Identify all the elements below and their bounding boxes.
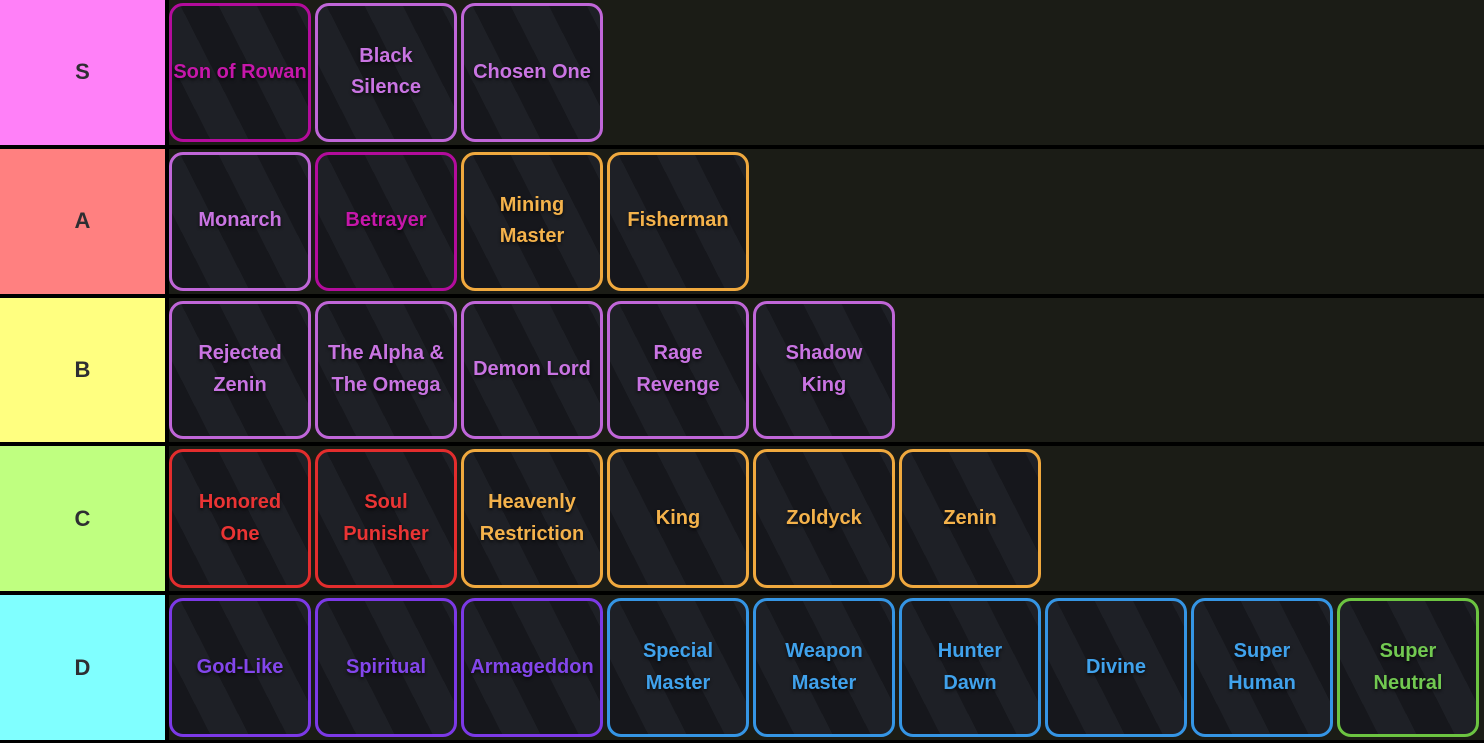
tier-label[interactable]: A <box>0 148 165 294</box>
tier-row-items: Rejected Zenin The Alpha & The Omega Demon… <box>169 297 1484 443</box>
tier-item-monarch[interactable]: Monarch <box>169 151 311 291</box>
tier-item-label: Zoldyck <box>786 506 862 529</box>
tier-label-text: B <box>74 356 91 382</box>
tier-item-label: Weapon Master <box>785 639 863 694</box>
tier-label[interactable]: S <box>0 0 165 145</box>
tier-item-shadow-king[interactable]: Shadow King <box>753 300 895 440</box>
tier-item-label: Honored One <box>198 491 282 545</box>
tier-item-label: God-Like <box>196 655 284 678</box>
tier-row-items: Son of Rowan Black Silence Chosen One <box>169 0 1484 145</box>
tier-item-label: Chosen One <box>473 60 591 83</box>
tier-item-demon-lord[interactable]: Demon Lord <box>461 300 603 440</box>
tier-item-label: King <box>655 506 701 529</box>
tier-item-zenin[interactable]: Zenin <box>899 449 1041 589</box>
tier-item-chosen-one[interactable]: Chosen One <box>461 3 603 142</box>
tier-label-text: A <box>74 208 91 234</box>
tier-item-weapon-master[interactable]: Weapon Master <box>753 598 895 737</box>
tier-item-label: Soul Punisher <box>343 491 429 545</box>
tier-item-the-alpha-the-omega[interactable]: The Alpha & The Omega <box>315 300 457 440</box>
tier-item-label: Armageddon <box>470 655 594 678</box>
tier-item-rejected-zenin[interactable]: Rejected Zenin <box>169 300 311 440</box>
tier-item-label: Monarch <box>198 209 282 232</box>
tier-item-rage-revenge[interactable]: Rage Revenge <box>607 300 749 440</box>
tier-item-label: Black Silence <box>350 44 422 99</box>
tier-item-armageddon[interactable]: Armageddon <box>461 598 603 737</box>
tier-row-items: God-Like Spiritual Armageddon Special Mas… <box>169 595 1484 740</box>
tier-item-label: Spiritual <box>345 655 426 678</box>
tier-row-s: S Son of Rowan Black Silence Chosen One <box>0 0 1484 145</box>
tier-item-label: Betrayer <box>345 209 427 232</box>
tier-item-label: Super Neutral <box>1373 639 1443 694</box>
tier-row-items: Honored One Soul Punisher Heavenly Restrict… <box>169 446 1484 592</box>
tier-item-spiritual[interactable]: Spiritual <box>315 598 457 737</box>
tier-label-text: C <box>74 505 91 531</box>
tier-item-king[interactable]: King <box>607 449 749 589</box>
tier-item-label: Hunter Dawn <box>937 639 1003 694</box>
tier-row-d: D God-Like Spiritual Armageddon Special M… <box>0 595 1484 740</box>
tier-item-divine[interactable]: Divine <box>1045 598 1187 737</box>
tier-item-betrayer[interactable]: Betrayer <box>315 151 457 291</box>
tier-item-label: Super Human <box>1228 639 1296 694</box>
tier-label[interactable]: D <box>0 595 165 740</box>
tier-item-god-like[interactable]: God-Like <box>169 598 311 737</box>
tier-row-c: C Honored One Soul Punisher Heavenly Restri… <box>0 446 1484 592</box>
tier-item-super-neutral[interactable]: Super Neutral <box>1337 598 1479 737</box>
tier-item-fisherman[interactable]: Fisherman <box>607 151 749 291</box>
tier-item-honored-one[interactable]: Honored One <box>169 449 311 589</box>
tier-item-label: Rage Revenge <box>636 342 720 396</box>
tier-item-label: Rejected Zenin <box>198 342 282 396</box>
tier-label-text: S <box>75 59 90 85</box>
tier-item-label: Fisherman <box>627 209 729 232</box>
tier-row-b: B Rejected Zenin The Alpha & The Omega Dem… <box>0 297 1484 443</box>
tier-item-hunter-dawn[interactable]: Hunter Dawn <box>899 598 1041 737</box>
tier-item-label: Divine <box>1085 655 1147 678</box>
tier-item-label: Shadow King <box>785 342 863 396</box>
tier-item-heavenly-restriction[interactable]: Heavenly Restriction <box>461 449 603 589</box>
tier-item-label: Zenin <box>943 506 997 529</box>
tier-item-soul-punisher[interactable]: Soul Punisher <box>315 449 457 589</box>
tier-item-label: Son of Rowan <box>173 60 307 83</box>
tier-item-label: Heavenly Restriction <box>479 491 585 545</box>
tier-label[interactable]: B <box>0 297 165 443</box>
tier-item-special-master[interactable]: Special Master <box>607 598 749 737</box>
tier-item-label: Mining Master <box>499 193 565 248</box>
tier-item-black-silence[interactable]: Black Silence <box>315 3 457 142</box>
tier-item-zoldyck[interactable]: Zoldyck <box>753 449 895 589</box>
tier-item-label: Demon Lord <box>473 358 591 381</box>
tier-item-mining-master[interactable]: Mining Master <box>461 151 603 291</box>
tier-label-text: D <box>74 654 91 680</box>
tier-item-label: Special Master <box>642 639 714 694</box>
tier-item-label: The Alpha & The Omega <box>328 342 444 396</box>
tier-row-items: Monarch Betrayer Mining Master Fisherman <box>169 148 1484 294</box>
tier-item-super-human[interactable]: Super Human <box>1191 598 1333 737</box>
tier-label[interactable]: C <box>0 446 165 592</box>
tier-row-a: A Monarch Betrayer Mining Master Fisherma… <box>0 148 1484 294</box>
tier-item-son-of-rowan[interactable]: Son of Rowan <box>169 3 311 142</box>
